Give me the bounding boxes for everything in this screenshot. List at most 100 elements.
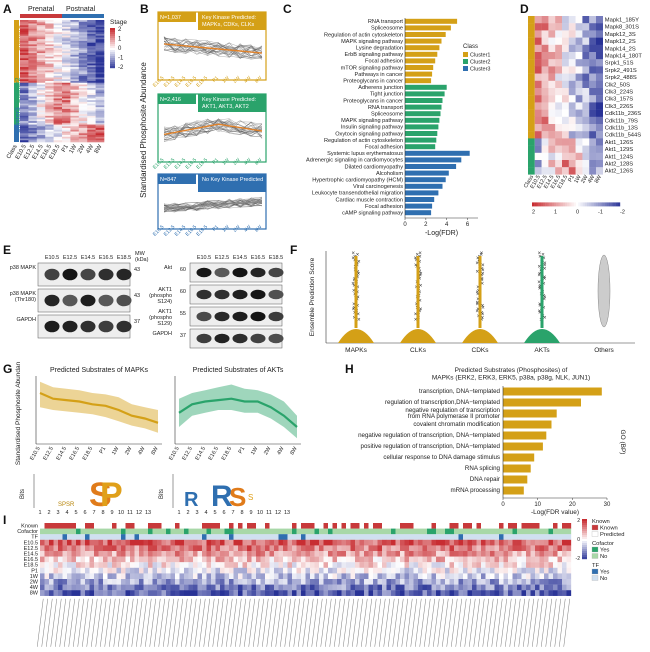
heatmap-cell: [184, 556, 189, 563]
legend-gradient-step: [582, 549, 587, 552]
heatmap-cell: [377, 562, 383, 568]
heatmap-cell: [20, 136, 29, 139]
column-label-mark: [203, 598, 210, 647]
heatmap-cell: [36, 53, 46, 56]
x-tick-label: 4: [445, 222, 449, 228]
heatmap-cell: [350, 562, 356, 568]
heatmap-cell: [36, 54, 46, 57]
heatmap-cell: [130, 545, 135, 552]
heatmap-cell: [350, 551, 356, 557]
heatmap-cell: [582, 102, 590, 110]
category-label: Regulation of actin cytoskeleton: [324, 138, 403, 144]
heatmap-cell: [103, 534, 108, 540]
heatmap-cell: [481, 528, 486, 535]
heatmap-cell: [49, 528, 54, 535]
heatmap-cell: [247, 551, 252, 557]
heatmap-cell: [557, 584, 563, 591]
heatmap-cell: [40, 584, 45, 591]
heatmap-cell: [409, 539, 414, 546]
heatmap-cell: [139, 534, 144, 540]
column-label-mark: [149, 598, 156, 647]
blot-band: [232, 311, 248, 322]
heatmap-cell: [287, 545, 293, 552]
legend-gradient-step: [558, 202, 561, 207]
blot-row-label: p38 MAPK: [10, 265, 37, 271]
heatmap-cell: [45, 131, 54, 134]
heatmap-cell: [20, 103, 29, 106]
class-cell: [528, 66, 535, 74]
heatmap-cell: [78, 119, 88, 122]
heatmap-cell: [278, 539, 284, 546]
heatmap-cell: [265, 590, 270, 596]
heatmap-cell: [45, 96, 54, 99]
heatmap-cell: [582, 52, 590, 60]
legend-gradient-step: [538, 202, 541, 207]
heatmap-cell: [449, 584, 455, 591]
heatmap-cell: [265, 534, 270, 540]
heatmap-cell: [20, 32, 29, 35]
heatmap-cell: [166, 590, 171, 596]
heatmap-cell: [458, 539, 464, 546]
heatmap-cell: [95, 28, 105, 31]
heatmap-cell: [260, 539, 266, 546]
column-label-mark: [455, 598, 462, 647]
heatmap-cell: [28, 30, 38, 33]
heatmap-cell: [229, 567, 234, 574]
heatmap-cell: [256, 523, 261, 529]
heatmap-cell: [332, 528, 338, 535]
outlier-point: ×: [480, 278, 484, 284]
heatmap-cell: [530, 590, 536, 596]
heatmap-cell: [215, 573, 221, 580]
heatmap-cell: [45, 33, 54, 36]
heatmap-cell: [472, 579, 477, 585]
heatmap-cell: [62, 112, 71, 115]
heatmap-cell: [116, 562, 122, 568]
heatmap-cell: [148, 545, 153, 552]
heatmap-cell: [107, 579, 113, 585]
heatmap-cell: [45, 67, 54, 70]
heatmap-cell: [355, 534, 360, 540]
cluster-label: Cluster1: [15, 25, 22, 51]
heatmap-cell: [184, 579, 189, 585]
heatmap-cell: [53, 93, 63, 96]
heatmap-cell: [454, 539, 459, 546]
cluster-label: Cluster3: [15, 107, 22, 133]
heatmap-cell: [485, 539, 491, 546]
heatmap-cell: [544, 567, 549, 574]
heatmap-cell: [193, 573, 198, 580]
column-label-mark: [181, 598, 188, 647]
heatmap-cell: [553, 590, 558, 596]
blot-band: [98, 320, 114, 333]
heatmap-cell: [557, 579, 563, 585]
heatmap-cell: [143, 551, 149, 557]
heatmap-cell: [28, 23, 38, 26]
heatmap-cell: [319, 567, 324, 574]
bar: [503, 387, 602, 396]
column-label-mark: [190, 598, 197, 647]
heatmap-cell: [310, 573, 315, 580]
heatmap-cell: [78, 60, 88, 63]
heatmap-cell: [472, 523, 477, 529]
heatmap-cell: [553, 567, 558, 574]
outlier-point: ×: [481, 263, 485, 269]
heatmap-cell: [535, 545, 540, 552]
legend-gradient-step: [532, 202, 535, 207]
heatmap-cell: [95, 115, 105, 118]
heatmap-cell: [87, 84, 96, 87]
motif-position-label: 12: [275, 510, 281, 516]
heatmap-cell: [70, 93, 80, 96]
heatmap-cell: [568, 66, 576, 74]
heatmap-cell: [541, 44, 549, 53]
heatmap-cell: [197, 545, 203, 552]
heatmap-cell: [157, 567, 162, 574]
heatmap-cell: [28, 58, 38, 61]
heatmap-cell: [395, 523, 401, 529]
stage-label: E18.5: [269, 255, 283, 261]
row-label: Srpk1_51S: [605, 61, 634, 67]
heatmap-cell: [53, 33, 63, 36]
heatmap-cell: [215, 523, 221, 529]
heatmap-cell: [292, 528, 297, 535]
heatmap-cell: [350, 545, 356, 552]
heatmap-cell: [62, 30, 71, 33]
heatmap-cell: [20, 58, 29, 61]
